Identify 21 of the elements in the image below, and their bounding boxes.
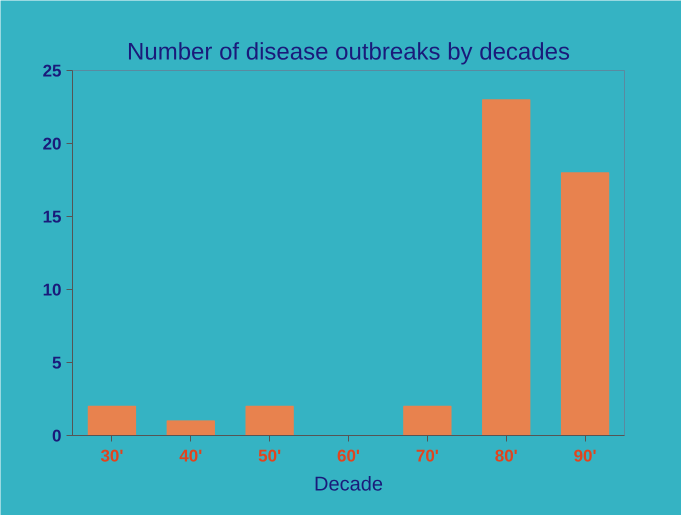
x-tick-label: 80' [494,446,518,466]
x-tick-label: 90' [574,446,597,466]
y-tick-label: 20 [42,134,62,154]
bar [403,406,452,436]
bar [245,406,294,436]
bar [166,420,215,436]
x-tick-label: 40' [179,446,202,466]
y-tick-label: 25 [42,62,62,80]
chart-title: Number of disease outbreaks by decades [127,38,570,66]
y-tick-label: 15 [42,208,62,226]
x-tick-label: 50' [258,446,282,466]
y-tick-label: 0 [52,426,62,446]
x-axis-title: Decade [314,474,383,496]
bar [88,406,136,436]
x-tick-label: 60' [337,446,360,466]
bar [482,99,530,436]
y-tick-label: 5 [52,354,62,372]
x-tick-label: 70' [416,446,439,466]
y-tick-label: 10 [42,280,62,300]
bar [560,172,610,436]
x-tick-label: 30' [100,446,124,466]
